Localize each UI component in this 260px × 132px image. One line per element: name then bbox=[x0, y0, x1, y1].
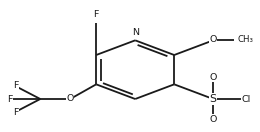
Text: N: N bbox=[132, 28, 139, 37]
Text: O: O bbox=[210, 73, 217, 82]
Text: F: F bbox=[94, 10, 99, 19]
Text: F: F bbox=[7, 95, 12, 103]
Text: O: O bbox=[210, 115, 217, 124]
Text: F: F bbox=[13, 81, 18, 90]
Text: O: O bbox=[210, 36, 217, 44]
Text: Cl: Cl bbox=[241, 95, 251, 103]
Text: F: F bbox=[13, 108, 18, 117]
Text: O: O bbox=[67, 94, 74, 103]
Text: S: S bbox=[210, 94, 217, 104]
Text: CH₃: CH₃ bbox=[237, 36, 253, 44]
